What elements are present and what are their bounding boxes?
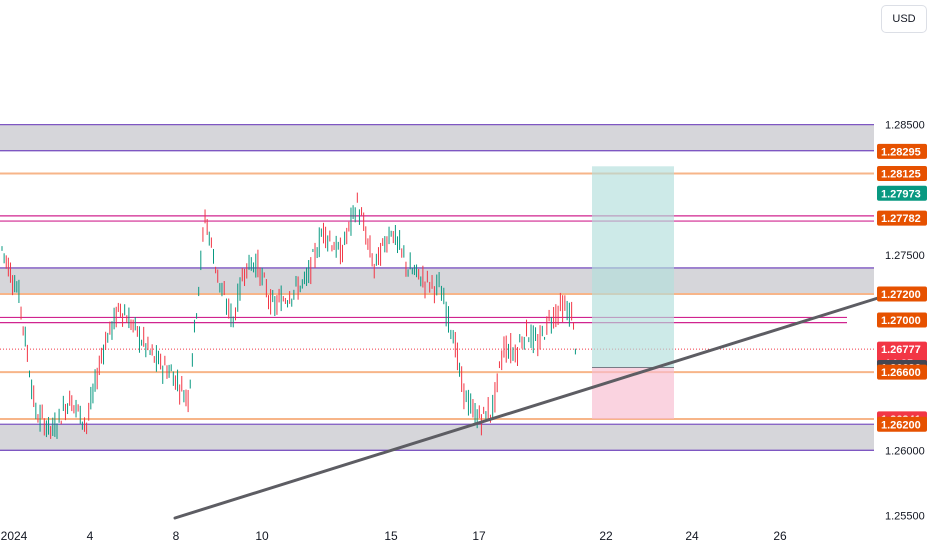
trendline-layer[interactable] (173, 296, 880, 520)
price-tag-1.26600 (877, 364, 927, 380)
x-tick-label: 22 (599, 529, 613, 543)
price-tag-1.27782 (877, 210, 927, 226)
price-tag-1.26200 (877, 416, 927, 432)
position-tool[interactable] (592, 166, 674, 419)
price-tag-label: 1.26200 (881, 419, 921, 431)
price-tag-label: 1.28125 (881, 169, 921, 181)
y-axis: 1.28500 1.27500 1.26000 1.25500 (885, 120, 925, 523)
price-tag-1.28125 (877, 166, 927, 181)
x-tick-label: 4 (87, 529, 94, 543)
price-tags-layer: 1.28295 1.28125 1.27973 1.27782 1.27200 1.270… (877, 143, 927, 432)
take-profit-zone[interactable] (592, 166, 674, 368)
price-tag-label: 1.27200 (881, 289, 921, 301)
currency-button[interactable]: USD (881, 5, 927, 33)
y-tick-label: 1.26000 (885, 445, 925, 457)
price-tag-label: 1.26600 (881, 367, 921, 379)
x-axis: 2024 4 8 10 15 17 22 24 26 (1, 529, 787, 543)
y-tick-label: 1.27500 (885, 250, 925, 262)
x-tick-label: 15 (384, 529, 398, 543)
price-tag-1.27000 (877, 312, 927, 328)
price-tag-label: 1.27000 (881, 315, 921, 327)
x-tick-label: 2024 (1, 529, 28, 543)
x-tick-label: 17 (472, 529, 486, 543)
price-tag-label: 1.27782 (881, 213, 921, 225)
x-tick-label: 10 (255, 529, 269, 543)
sr-zone-0[interactable] (0, 124, 874, 151)
price-tag-label: 1.28295 (881, 146, 921, 158)
price-tag-label: 1.26777 (881, 344, 921, 356)
y-tick-label: 1.25500 (885, 510, 925, 522)
price-tag-1.28295 (877, 143, 927, 159)
price-tag-1.27973 (877, 185, 927, 201)
price-tag-label: 1.27973 (881, 188, 921, 200)
x-tick-label: 24 (685, 529, 699, 543)
x-tick-label: 26 (773, 529, 787, 543)
x-tick-label: 8 (173, 529, 180, 543)
price-series-layer (1, 192, 576, 439)
price-tag-1.27200 (877, 286, 927, 302)
trendline[interactable] (173, 296, 880, 520)
y-tick-label: 1.28500 (885, 120, 925, 132)
horizontal-lines-layer (0, 172, 874, 421)
